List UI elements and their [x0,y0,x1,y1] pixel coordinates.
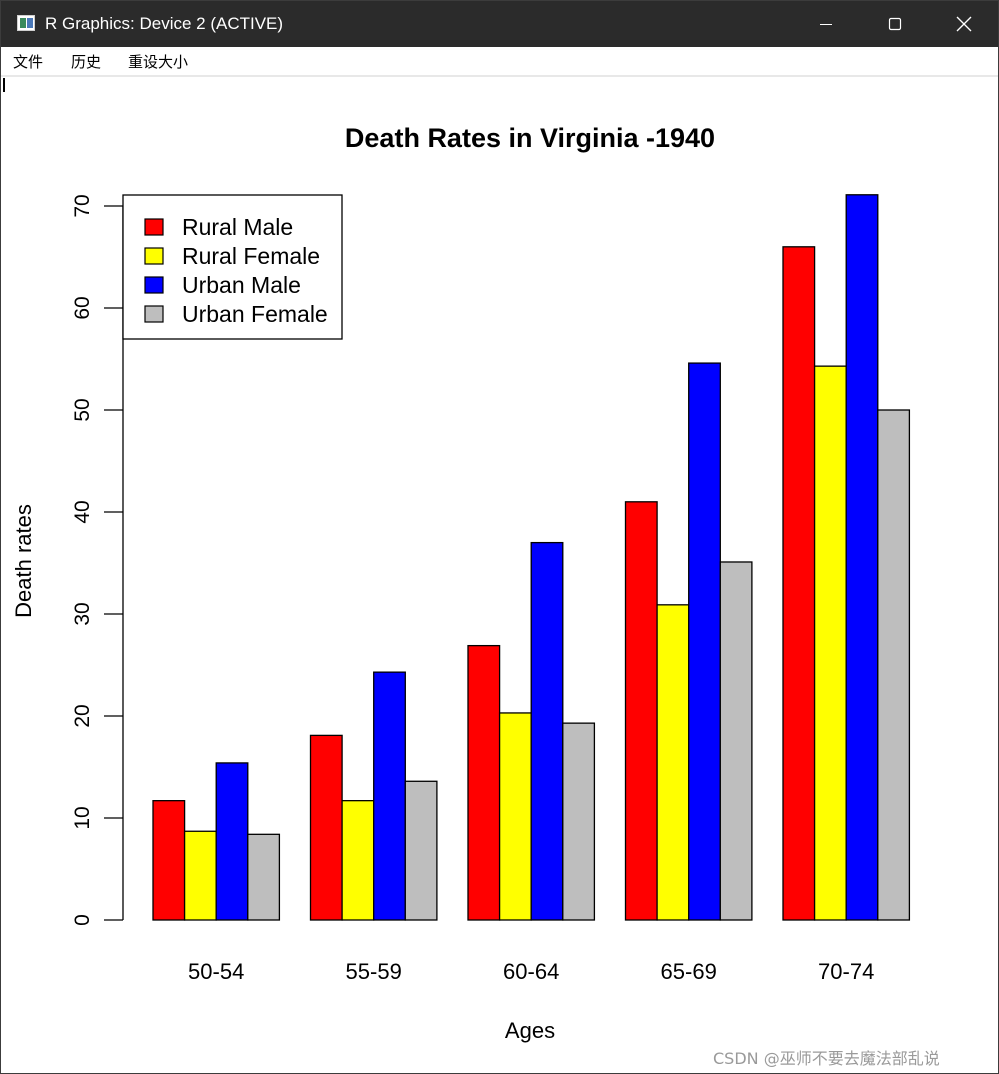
bar-urban-female-60-64 [562,722,596,921]
bar-rural-female-55-59 [341,800,375,921]
close-icon [956,16,972,32]
legend-swatch-rural-female [144,247,164,265]
bar-chart: Death Rates in Virginia -1940 0 10 20 30 40 50… [11,123,911,1043]
bar-rural-male-65-69 [624,501,658,921]
minimize-button[interactable] [791,1,861,47]
y-tick-label: 10 [71,806,94,829]
window-title: R Graphics: Device 2 (ACTIVE) [45,14,284,33]
x-tick-label: 70-74 [818,959,874,984]
y-tick-label: 50 [71,398,94,421]
maximize-button[interactable] [860,1,930,47]
bar-urban-male-60-64 [530,541,564,921]
close-button[interactable] [929,1,999,47]
watermark-text: CSDN @巫师不要去魔法部乱说 [713,1049,940,1068]
y-tick-label: 30 [71,602,94,625]
legend-swatch-rural-male [144,218,164,236]
legend-swatch-urban-male [144,276,164,294]
bar-rural-female-70-74 [813,365,847,921]
menu-file[interactable]: 文件 [13,53,44,71]
x-tick-label: 65-69 [661,959,717,984]
minimize-icon [820,24,832,25]
bar-urban-male-55-59 [373,671,406,921]
text-caret [3,78,5,92]
y-tick-label: 70 [71,194,94,217]
x-tick-label: 50-54 [188,959,244,984]
plot-canvas: Death Rates in Virginia -1940 0 10 20 30 40 50… [1,77,998,1073]
bar-rural-female-50-54 [183,830,217,921]
y-tick-label: 0 [71,914,94,926]
legend-label: Urban Male [182,272,301,298]
bar-rural-female-65-69 [656,604,690,921]
bar-rural-male-70-74 [782,246,816,921]
bar-rural-male-50-54 [152,800,186,921]
maximize-icon [888,17,902,31]
bar-rural-male-60-64 [467,644,501,921]
bar-rural-female-60-64 [498,712,532,921]
bar-urban-female-70-74 [877,409,911,921]
y-tick-label: 60 [71,296,94,319]
x-tick-label: 55-59 [346,959,402,984]
r-graphics-icon [17,15,35,31]
y-axis-label: Death rates [11,504,36,618]
chart-title: Death Rates in Virginia -1940 [345,123,715,153]
bar-urban-female-50-54 [247,833,281,921]
bar-urban-male-50-54 [215,762,249,921]
y-tick-label: 20 [71,704,94,727]
legend-swatch-urban-female [144,305,164,323]
x-tick-label: 60-64 [503,959,559,984]
y-tick-label: 40 [71,500,94,523]
menu-history[interactable]: 历史 [71,53,102,71]
legend-label: Rural Male [182,214,293,240]
menu-bar: 文件 历史 重设大小 [1,47,998,77]
menu-resize[interactable]: 重设大小 [128,53,189,71]
bar-rural-male-55-59 [309,734,343,921]
legend-label: Rural Female [182,243,320,269]
title-bar[interactable]: R Graphics: Device 2 (ACTIVE) [1,1,998,47]
bar-urban-female-55-59 [404,780,438,921]
bar-urban-female-65-69 [719,561,753,921]
legend-label: Urban Female [182,301,328,327]
bar-urban-male-70-74 [845,194,879,921]
bar-urban-male-65-69 [688,362,721,921]
x-axis-label: Ages [505,1018,555,1043]
